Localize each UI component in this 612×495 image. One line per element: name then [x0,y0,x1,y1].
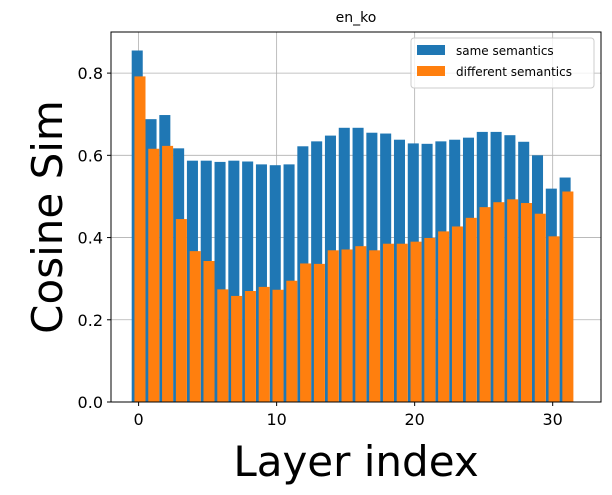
ticks: 0 10 20 30 0.0 0.2 0.4 0.6 0.8 [78,64,563,429]
bars [131,50,574,403]
bar-different-semantics [327,250,339,402]
bar-different-semantics [465,217,477,402]
x-tick-label: 10 [266,410,286,429]
x-axis-label: Layer index [233,437,478,486]
bar-different-semantics [520,203,532,402]
x-tick-label: 30 [543,410,563,429]
y-axis-label: Cosine Sim [23,100,72,334]
x-tick-label: 20 [404,410,424,429]
bar-different-semantics [189,251,201,402]
bar-same-semantics [214,161,226,402]
bar-different-semantics [562,191,574,402]
x-tick-label: 0 [134,410,144,429]
bar-different-semantics [341,249,353,402]
bar-different-semantics [438,231,450,402]
bar-different-semantics [548,236,560,402]
bar-same-semantics [242,161,254,402]
bar-different-semantics [507,199,519,402]
chart-title: en_ko [336,10,377,26]
bar-different-semantics [369,250,381,402]
y-tick-label: 0.0 [78,393,103,412]
legend-label-same-semantics: same semantics [456,44,554,58]
bar-different-semantics [217,289,229,402]
legend-swatch-different-semantics [417,66,445,76]
bar-different-semantics [410,241,422,402]
bar-different-semantics [175,219,187,402]
y-tick-label: 0.4 [78,229,103,248]
plot-frame [110,31,602,403]
bar-same-semantics [269,165,281,402]
bar-different-semantics [355,246,367,402]
bar-different-semantics [162,145,174,402]
bar-different-semantics [244,291,256,402]
bar-different-semantics [424,237,436,402]
legend: same semantics different semantics [410,37,595,89]
bar-different-semantics [258,286,270,402]
bar-different-semantics [479,207,491,402]
bar-different-semantics [493,202,505,402]
bar-different-semantics [313,263,325,402]
bar-different-semantics [203,260,215,402]
legend-box [410,37,595,89]
bar-different-semantics [148,148,160,402]
bar-different-semantics [272,289,284,402]
legend-label-different-semantics: different semantics [456,65,572,79]
bar-same-semantics [228,160,240,402]
bar-different-semantics [300,263,312,402]
y-tick-label: 0.2 [78,311,103,330]
bar-different-semantics [286,280,298,402]
bar-different-semantics [134,76,146,403]
y-tick-label: 0.8 [78,64,103,83]
bar-different-semantics [382,243,394,402]
bar-different-semantics [451,226,463,402]
bar-different-semantics [231,295,243,402]
bar-different-semantics [396,243,408,402]
y-tick-label: 0.6 [78,146,103,165]
bar-same-semantics [255,164,267,402]
legend-swatch-same-semantics [417,45,445,55]
bar-different-semantics [534,213,546,402]
